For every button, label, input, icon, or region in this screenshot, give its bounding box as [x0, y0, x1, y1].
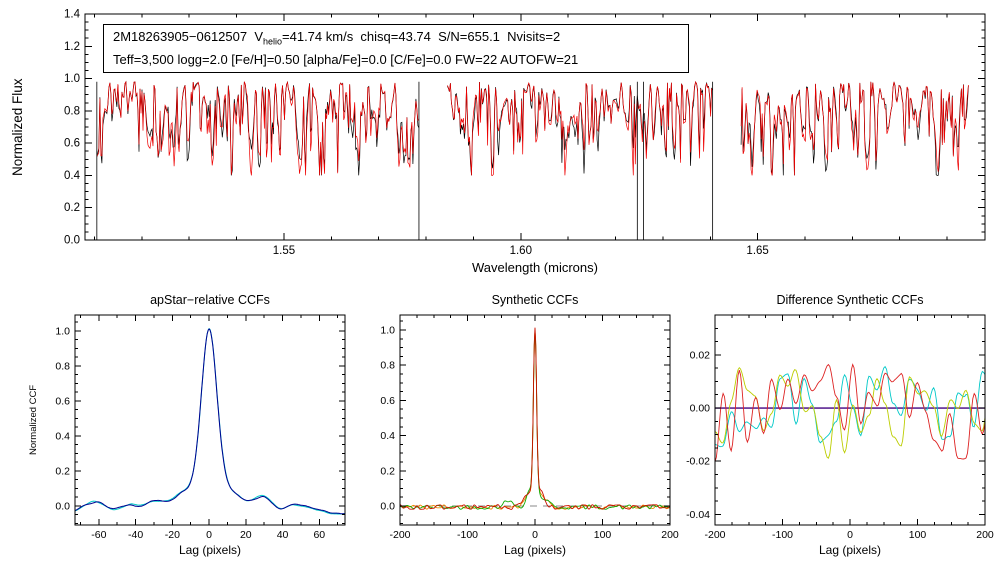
- series-synth-green: [400, 331, 670, 510]
- target-id-text: 2M18263905−0612507 V: [113, 29, 263, 44]
- ccf_apstar-xtick-label: 20: [240, 529, 252, 541]
- ccf_diff-ytick-label: 0.00: [690, 403, 711, 415]
- spectrum-ytick-label: 0.2: [64, 202, 80, 214]
- ccf_apstar-xtick-label: 40: [277, 529, 289, 541]
- difference-ccf-title: Difference Synthetic CCFs: [776, 293, 924, 307]
- ccf_diff-tick-labels: -200 -100 0 100 200 -0.04 -0.02 0.00 0.02: [686, 349, 994, 541]
- ccf_synth-ytick-label: 1.0: [380, 324, 395, 336]
- spectrum-ytick-label: 1.2: [64, 41, 80, 53]
- spectrum-ytick-label: 0.0: [64, 235, 80, 247]
- ccf_diff-xtick-label: -100: [772, 529, 793, 541]
- ccf_apstar-ytick-label: 0.4: [55, 430, 70, 442]
- synthetic-ccf-panel: -200 -100 0 100 200 0.0 0.2 0.4 0.6 0.8 1.0: [380, 314, 679, 541]
- ccf_synth-xtick-label: -200: [389, 529, 410, 541]
- ccf_synth-xtick-label: 100: [594, 529, 612, 541]
- ccf_synth-xtick-label: 200: [661, 529, 679, 541]
- series-diff-cyan: [715, 365, 985, 448]
- ccf_apstar-xtick-label: 60: [313, 529, 325, 541]
- ccf_diff-axes: [714, 314, 986, 526]
- synthetic-ccf-xaxis-label: Lag (pixels): [503, 543, 567, 557]
- ccf_apstar-ytick-label: 0.8: [55, 360, 70, 372]
- ccf_apstar-xtick-label: -40: [128, 529, 143, 541]
- synthetic-ccf-title: Synthetic CCFs: [491, 293, 579, 307]
- apstar-ccf-yaxis-label: Normalized CCF: [28, 384, 39, 455]
- spectrum-xaxis-label: Wavelength (microns): [472, 260, 598, 275]
- fit-parameters-line1: 2M18263905−0612507 Vhelio=41.74 km/s chi…: [113, 28, 679, 51]
- spectrum-ytick-label: 0.8: [64, 105, 80, 117]
- ccf_diff-ytick-label: -0.02: [686, 456, 710, 468]
- difference-ccf-panel: -200 -100 0 100 200 -0.04 -0.02 0.00 0.02: [686, 314, 994, 541]
- apstar-ccf-panel: -60 -40 -20 0 20 40 60 0.0 0.2 0.4 0.6 0.8 1.0: [55, 314, 346, 541]
- fit-parameters-box: 2M18263905−0612507 Vhelio=41.74 km/s chi…: [103, 24, 689, 73]
- ccf_apstar-ytick-label: 0.6: [55, 395, 70, 407]
- ccf_synth-xtick-label: -100: [457, 529, 478, 541]
- series-ccf-visit: [75, 327, 345, 515]
- fit-stats-text: =41.74 km/s chisq=43.74 S/N=655.1 Nvisit…: [282, 29, 561, 44]
- spectrum-yaxis-label: Normalized Flux: [10, 78, 25, 176]
- ccf_diff-xtick-label: 200: [976, 529, 994, 541]
- ccf_apstar-ytick-label: 1.0: [55, 325, 70, 337]
- ccf_synth-ytick-label: 0.0: [380, 500, 395, 512]
- fit-parameters-line2: Teff=3,500 logg=2.0 [Fe/H]=0.50 [alpha/F…: [113, 51, 579, 67]
- ccf_apstar-tick-labels: -60 -40 -20 0 20 40 60 0.0 0.2 0.4 0.6 0.8 1.0: [55, 325, 325, 541]
- ccf_synth-xtick-label: 0: [532, 529, 538, 541]
- ccf_apstar-xtick-label: -60: [91, 529, 106, 541]
- spectrum-panel: 1.55 1.60 1.65 0.0 0.2 0.4 0.6 0.8 1.0 1.2 1.4: [64, 9, 986, 258]
- ccf_apstar-ytick-label: 0.0: [55, 500, 70, 512]
- ccf_apstar-axes: [74, 314, 346, 526]
- spectrum-ytick-label: 1.0: [64, 73, 80, 85]
- ccf_diff-ytick-label: 0.02: [690, 349, 711, 361]
- spectrum-ytick-label: 1.4: [64, 9, 81, 21]
- ccf_diff-xtick-label: 100: [909, 529, 927, 541]
- ccf_apstar-xtick-label: 0: [206, 529, 212, 541]
- series-ccf-combined: [75, 328, 345, 515]
- ccf_synth-ytick-label: 0.2: [380, 465, 395, 477]
- spectrum-xtick-label: 1.65: [746, 245, 768, 257]
- series-diff-red: [715, 363, 985, 462]
- apstar-ccf-title: apStar−relative CCFs: [150, 293, 270, 307]
- ccf_diff-ytick-label: -0.04: [686, 509, 710, 521]
- ccf_apstar-plot-area: [75, 327, 345, 515]
- spectrum-plot-area: [96, 80, 969, 240]
- spectrum-ytick-label: 0.6: [64, 138, 80, 150]
- series-synth-red: [400, 327, 670, 510]
- ccf_synth-ytick-label: 0.4: [380, 430, 395, 442]
- series-best-fit-model: [447, 81, 713, 176]
- series-synth-orange: [400, 331, 670, 510]
- ccf_apstar-xtick-label: -20: [165, 529, 180, 541]
- ccf_synth-axes: [399, 314, 671, 526]
- spectrum-ytick-label: 0.4: [64, 170, 81, 182]
- ccf_diff-xtick-label: -200: [704, 529, 725, 541]
- ccf_diff-plot-area: [715, 363, 985, 462]
- spectrum-xtick-label: 1.55: [273, 245, 295, 257]
- ccf_synth-plot-area: [400, 327, 670, 510]
- ccf_synth-ytick-label: 0.6: [380, 395, 395, 407]
- ccf_apstar-ytick-label: 0.2: [55, 465, 70, 477]
- vhelio-subscript: helio: [263, 36, 283, 47]
- series-best-fit-model: [740, 81, 969, 176]
- ccf_synth-tick-labels: -200 -100 0 100 200 0.0 0.2 0.4 0.6 0.8 1.0: [380, 324, 679, 541]
- difference-ccf-xaxis-label: Lag (pixels): [818, 543, 882, 557]
- apstar-ccf-xaxis-label: Lag (pixels): [178, 543, 242, 557]
- spectrum-axes: [84, 13, 986, 241]
- spectrum-tick-labels: 1.55 1.60 1.65 0.0 0.2 0.4 0.6 0.8 1.0 1.2 1.4: [64, 9, 769, 258]
- ccf_diff-xtick-label: 0: [847, 529, 853, 541]
- ccf_synth-ytick-label: 0.8: [380, 360, 395, 372]
- spectrum-xtick-label: 1.60: [510, 245, 532, 257]
- series-best-fit-model: [96, 80, 420, 176]
